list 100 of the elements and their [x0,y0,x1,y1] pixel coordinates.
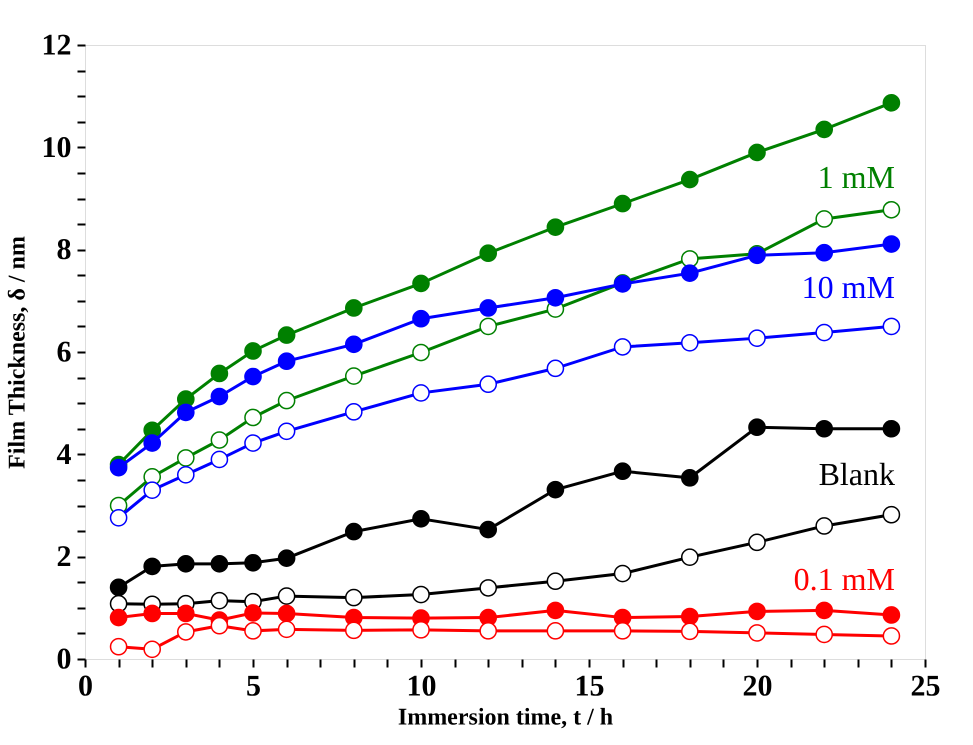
point [278,549,296,567]
y-tick-label: 0 [56,642,72,676]
x-tick-label: 15 [574,670,604,702]
point [882,235,900,253]
point [546,288,564,307]
point [110,458,128,476]
y-tick-label: 12 [42,28,72,62]
point [882,420,900,438]
x-tick-label: 25 [910,670,940,702]
point [210,616,228,635]
point [143,434,162,452]
y-tick-label: 10 [42,130,72,164]
point [344,522,363,540]
point [110,608,128,626]
point [546,360,564,378]
point [344,299,363,317]
point [110,638,128,656]
x-tick-label: 10 [406,670,436,702]
y-tick-label: 4 [56,438,72,471]
point [680,548,699,566]
point [412,344,430,362]
point [278,587,296,605]
annotation: 1 mM [818,159,895,195]
point [748,144,766,162]
point [680,469,699,487]
point [412,510,430,528]
annotation: 10 mM [802,269,895,305]
point [244,434,262,452]
point [344,367,363,385]
point [210,364,228,382]
point [680,170,699,188]
y-axis-title: Film Thickness, δ / nm [4,236,30,469]
point [412,621,430,639]
point [680,622,699,640]
point [546,572,564,590]
point [614,194,632,212]
point [546,218,564,236]
point [614,462,632,480]
point [278,352,296,370]
point [244,408,262,426]
point [815,324,834,342]
point [882,506,900,524]
point [176,623,195,641]
point [680,608,699,626]
x-tick-label: 20 [742,670,772,702]
point [815,626,834,644]
point [143,558,162,576]
point [344,403,363,421]
point [614,622,632,640]
point [546,602,564,620]
point [680,264,699,282]
point [344,336,363,354]
point [143,640,162,658]
point [614,338,632,356]
point [210,555,228,573]
point [176,604,195,622]
point [412,274,430,292]
point [244,368,262,386]
point [614,564,632,582]
point [176,449,195,467]
y-tick-label: 8 [56,233,72,266]
point [278,326,296,344]
point [882,200,900,219]
point [412,586,430,604]
x-axis-title: Immersion time, t / h [398,704,614,730]
annotation: 0.1 mM [794,561,895,597]
point [815,602,834,620]
point [748,624,766,642]
point [176,466,195,484]
point [479,520,498,538]
point [210,450,228,468]
point [278,422,296,440]
point [412,310,430,328]
point [882,94,900,112]
point [546,480,564,498]
point [479,579,498,597]
point [278,620,296,638]
point [412,384,430,402]
annotation: Blank [818,456,895,492]
point [546,622,564,640]
point [278,604,296,622]
point [278,392,296,410]
point [479,318,498,336]
point [748,602,766,620]
point [882,318,900,336]
point [882,627,900,645]
point [479,622,498,640]
point [344,622,363,640]
point [479,375,498,394]
point [176,404,195,422]
point [110,508,128,527]
point [244,604,262,622]
point [882,606,900,624]
point [748,534,766,552]
point [344,588,363,606]
point [815,517,834,535]
point [244,342,262,360]
point [244,622,262,640]
point [748,418,766,436]
point [680,334,699,352]
